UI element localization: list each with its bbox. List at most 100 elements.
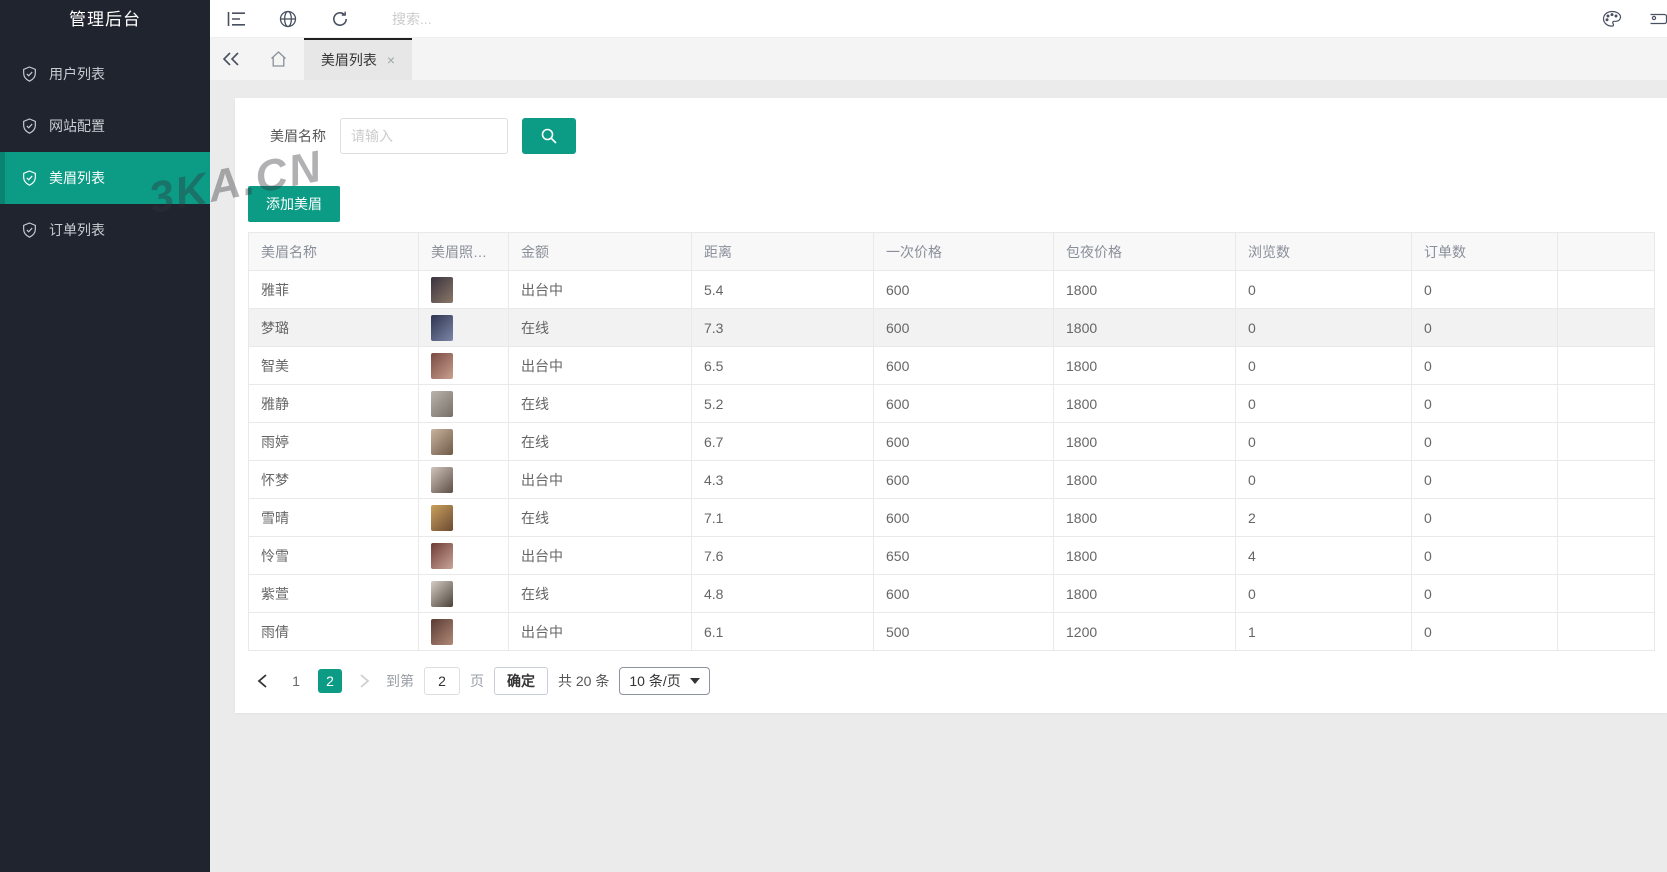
cell-distance: 5.4	[691, 270, 874, 309]
cell-price-night: 1800	[1053, 346, 1236, 385]
cell-price-once: 600	[873, 498, 1054, 537]
col-name: 美眉名称	[248, 232, 419, 271]
next-page-icon[interactable]	[352, 669, 376, 693]
girl-photo-thumbnail[interactable]	[431, 618, 453, 645]
girl-photo-thumbnail[interactable]	[431, 352, 453, 379]
cell-orders: 0	[1411, 460, 1558, 499]
cell-price-night: 1800	[1053, 308, 1236, 347]
globe-icon[interactable]	[262, 0, 314, 38]
table-row[interactable]: 梦璐 在线 7.3 600 1800 0 0	[248, 308, 1655, 347]
cell-distance: 5.2	[691, 384, 874, 423]
cell-amount: 出台中	[508, 346, 692, 385]
cell-extra	[1557, 460, 1655, 499]
partial-icon[interactable]	[1635, 0, 1667, 38]
cell-extra	[1557, 346, 1655, 385]
page-number-2[interactable]: 2	[318, 669, 342, 693]
table-row[interactable]: 怀梦 出台中 4.3 600 1800 0 0	[248, 460, 1655, 499]
girl-photo-thumbnail[interactable]	[431, 580, 453, 607]
sidebar-item-orders[interactable]: 订单列表	[0, 204, 210, 256]
cell-photo	[418, 612, 509, 651]
per-page-select[interactable]: 10 条/页	[619, 667, 710, 695]
filter-form: 美眉名称	[270, 118, 1654, 154]
table-header: 美眉名称 美眉照片... 金额 距离 一次价格 包夜价格 浏览数 订单数	[248, 232, 1655, 271]
girl-photo-thumbnail[interactable]	[431, 504, 453, 531]
home-tab[interactable]	[252, 38, 304, 80]
cell-price-once: 600	[873, 574, 1054, 613]
cell-views: 0	[1235, 270, 1412, 309]
girl-name-input[interactable]	[340, 118, 508, 154]
cell-price-once: 600	[873, 460, 1054, 499]
cell-distance: 7.3	[691, 308, 874, 347]
app-title: 管理后台	[69, 10, 141, 29]
add-girl-button[interactable]: 添加美眉	[248, 186, 340, 222]
table-row[interactable]: 雨婷 在线 6.7 600 1800 0 0	[248, 422, 1655, 461]
cell-views: 0	[1235, 460, 1412, 499]
cell-views: 0	[1235, 308, 1412, 347]
cell-price-night: 1800	[1053, 536, 1236, 575]
cell-price-night: 1800	[1053, 574, 1236, 613]
cell-orders: 0	[1411, 384, 1558, 423]
refresh-icon[interactable]	[314, 0, 366, 38]
global-search-input[interactable]	[392, 10, 692, 27]
cell-price-night: 1800	[1053, 460, 1236, 499]
girl-photo-thumbnail[interactable]	[431, 314, 453, 341]
cell-distance: 7.1	[691, 498, 874, 537]
table-row[interactable]: 紫萱 在线 4.8 600 1800 0 0	[248, 574, 1655, 613]
cell-views: 0	[1235, 346, 1412, 385]
girl-photo-thumbnail[interactable]	[431, 390, 453, 417]
col-orders: 订单数	[1411, 232, 1558, 271]
cell-name: 雨婷	[248, 422, 419, 461]
tab-girl-list[interactable]: 美眉列表 ×	[304, 38, 412, 80]
sidebar-item-site-config[interactable]: 网站配置	[0, 100, 210, 152]
girl-photo-thumbnail[interactable]	[431, 542, 453, 569]
topbar-actions	[1589, 0, 1667, 38]
cell-name: 雨倩	[248, 612, 419, 651]
sidebar-menu: 用户列表 网站配置 美眉列表 订单列表	[0, 48, 210, 256]
shield-check-icon	[23, 169, 36, 186]
page-number-1[interactable]: 1	[292, 673, 300, 689]
search-button[interactable]	[522, 118, 576, 154]
sidebar: 管理后台 用户列表 网站配置 美眉列表 订单列表	[0, 0, 210, 872]
cell-distance: 7.6	[691, 536, 874, 575]
table-row[interactable]: 怜雪 出台中 7.6 650 1800 4 0	[248, 536, 1655, 575]
tab-close-icon[interactable]: ×	[386, 52, 396, 68]
table-row[interactable]: 雨倩 出台中 6.1 500 1200 1 0	[248, 612, 1655, 651]
cell-orders: 0	[1411, 346, 1558, 385]
content-card: 美眉名称 添加美眉 美眉名称 美眉照片... 金额 距离	[235, 98, 1667, 713]
tabbar: 美眉列表 ×	[210, 38, 1667, 80]
girl-photo-thumbnail[interactable]	[431, 276, 453, 303]
table-body: 雅菲 出台中 5.4 600 1800 0 0 梦璐 在线 7.3 600 18…	[248, 270, 1655, 651]
girl-photo-thumbnail[interactable]	[431, 428, 453, 455]
cell-extra	[1557, 422, 1655, 461]
cell-amount: 在线	[508, 498, 692, 537]
cell-price-once: 600	[873, 308, 1054, 347]
per-page-value: 10 条/页	[629, 673, 681, 689]
table-row[interactable]: 雅菲 出台中 5.4 600 1800 0 0	[248, 270, 1655, 309]
palette-icon[interactable]	[1589, 0, 1635, 38]
table-row[interactable]: 智美 出台中 6.5 600 1800 0 0	[248, 346, 1655, 385]
table-row[interactable]: 雅静 在线 5.2 600 1800 0 0	[248, 384, 1655, 423]
cell-orders: 0	[1411, 498, 1558, 537]
menu-fold-icon[interactable]	[210, 0, 262, 38]
sidebar-item-label: 订单列表	[49, 222, 105, 238]
cell-photo	[418, 346, 509, 385]
table-row[interactable]: 雪晴 在线 7.1 600 1800 2 0	[248, 498, 1655, 537]
girl-photo-thumbnail[interactable]	[431, 466, 453, 493]
cell-photo	[418, 422, 509, 461]
cell-photo	[418, 270, 509, 309]
goto-page-input[interactable]	[424, 667, 460, 695]
cell-amount: 出台中	[508, 270, 692, 309]
sidebar-item-girls[interactable]: 美眉列表	[0, 152, 210, 204]
cell-name: 智美	[248, 346, 419, 385]
cell-extra	[1557, 308, 1655, 347]
confirm-button[interactable]: 确定	[494, 667, 548, 695]
collapse-tabs-icon[interactable]	[210, 38, 252, 80]
cell-price-once: 600	[873, 422, 1054, 461]
prev-page-icon[interactable]	[250, 669, 274, 693]
cell-name: 雅菲	[248, 270, 419, 309]
sidebar-item-users[interactable]: 用户列表	[0, 48, 210, 100]
cell-extra	[1557, 498, 1655, 537]
col-extra	[1557, 232, 1655, 271]
sidebar-item-label: 美眉列表	[49, 170, 105, 186]
